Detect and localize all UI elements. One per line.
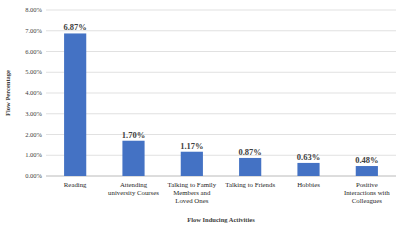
grid-line [46,113,396,114]
category-label: Talking to FamilyMembers andLoved Ones [168,181,217,204]
tick-label: 4.00% [25,89,42,96]
category-label: Reading [64,181,87,188]
bars [64,33,378,176]
x-axis-line [46,176,396,177]
tick-label: 2.00% [25,131,42,138]
grid-line [46,155,396,156]
data-label: 0.63% [297,152,320,162]
bar [122,141,144,176]
tick-label: 3.00% [25,110,42,117]
bar [356,166,378,176]
tick-label: 7.00% [25,27,42,34]
data-label: 1.17% [180,141,203,151]
bar [64,33,86,176]
data-label: 0.87% [238,147,261,157]
category-label: Hobbies [297,181,320,188]
tick-label: 5.00% [25,68,42,75]
x-axis-title: Flow Inducing Activities [187,216,255,223]
data-label: 6.87% [63,22,86,32]
category-label: Talking to Friends [225,181,275,188]
tick-label: 8.00% [25,6,42,13]
tick-label: 1.00% [25,151,42,158]
grid-line [46,176,396,177]
tick-label: 0.00% [25,172,42,179]
y-axis-title: Flow Percentage [4,70,11,116]
grid-line [46,30,396,31]
tick-label: 6.00% [25,48,42,55]
grid-line [46,72,396,73]
grid-line [46,134,396,135]
grid-line [46,51,396,52]
category-label: Attendinguniversity Courses [108,181,159,196]
chart: 0.00% 1.00% 2.00% 3.00% 4.00% 5.00% 6.00% 7.00%… [0,0,401,228]
grid-line [46,93,396,94]
grid-line [46,10,396,11]
bar [181,152,203,176]
bar [239,158,261,176]
category-label: PositiveInteractions withColleagues [344,181,390,204]
data-label: 0.48% [355,155,378,165]
bar [297,163,319,176]
data-label: 1.70% [122,130,145,140]
